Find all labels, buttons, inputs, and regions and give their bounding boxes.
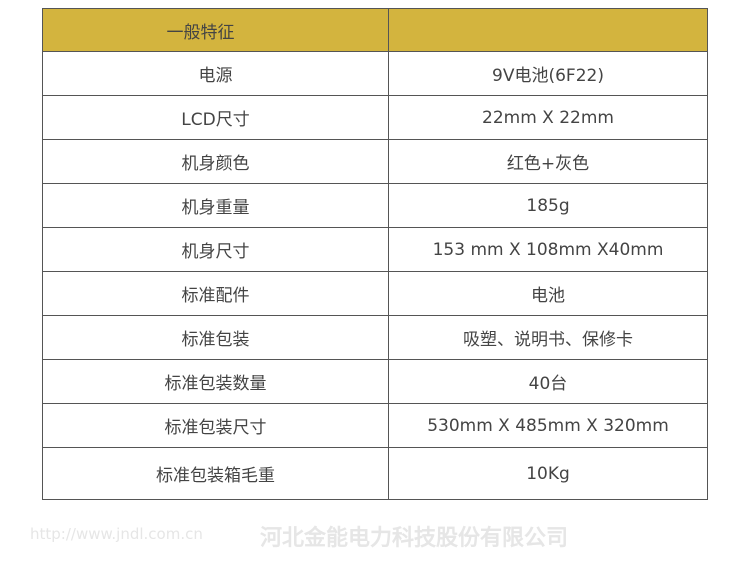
table-row: 电源 9V电池(6F22) [42,51,708,96]
table-row: 标准包装箱毛重 10Kg [42,447,708,500]
spec-label: 标准包装数量 [42,359,389,404]
spec-value: 9V电池(6F22) [388,51,708,96]
spec-label: 电源 [42,51,389,96]
spec-value: 10Kg [388,447,708,500]
spec-label: 机身颜色 [42,139,389,184]
spec-value: 530mm X 485mm X 320mm [388,403,708,448]
spec-value: 153 mm X 108mm X40mm [388,227,708,272]
spec-table: 一般特征 电源 9V电池(6F22) LCD尺寸 22mm X 22mm 机身颜色 红色+… [42,8,708,500]
spec-value: 红色+灰色 [388,139,708,184]
spec-value: 吸塑、说明书、保修卡 [388,315,708,360]
table-row: 机身尺寸 153 mm X 108mm X40mm [42,227,708,272]
watermark-url: http://www.jndl.com.cn [30,525,203,543]
table-row: LCD尺寸 22mm X 22mm [42,95,708,140]
spec-label: 标准包装 [42,315,389,360]
spec-label: 标准包装尺寸 [42,403,389,448]
spec-value: 电池 [388,271,708,316]
table-row: 机身颜色 红色+灰色 [42,139,708,184]
spec-value: 185g [388,183,708,228]
spec-label: 标准包装箱毛重 [42,447,389,500]
spec-label: 机身尺寸 [42,227,389,272]
table-row: 机身重量 185g [42,183,708,228]
table-header-row: 一般特征 [42,8,708,52]
spec-value: 22mm X 22mm [388,95,708,140]
watermark: 河北金能电力科技股份有限公司 [260,526,569,551]
header-cell: 一般特征 [42,8,389,52]
table-row: 标准包装尺寸 530mm X 485mm X 320mm [42,403,708,448]
spec-label: 标准配件 [42,271,389,316]
spec-value: 40台 [388,359,708,404]
table-row: 标准包装数量 40台 [42,359,708,404]
header-cell [388,8,708,52]
table-row: 标准配件 电池 [42,271,708,316]
spec-label: LCD尺寸 [42,95,389,140]
table-row: 标准包装 吸塑、说明书、保修卡 [42,315,708,360]
spec-label: 机身重量 [42,183,389,228]
